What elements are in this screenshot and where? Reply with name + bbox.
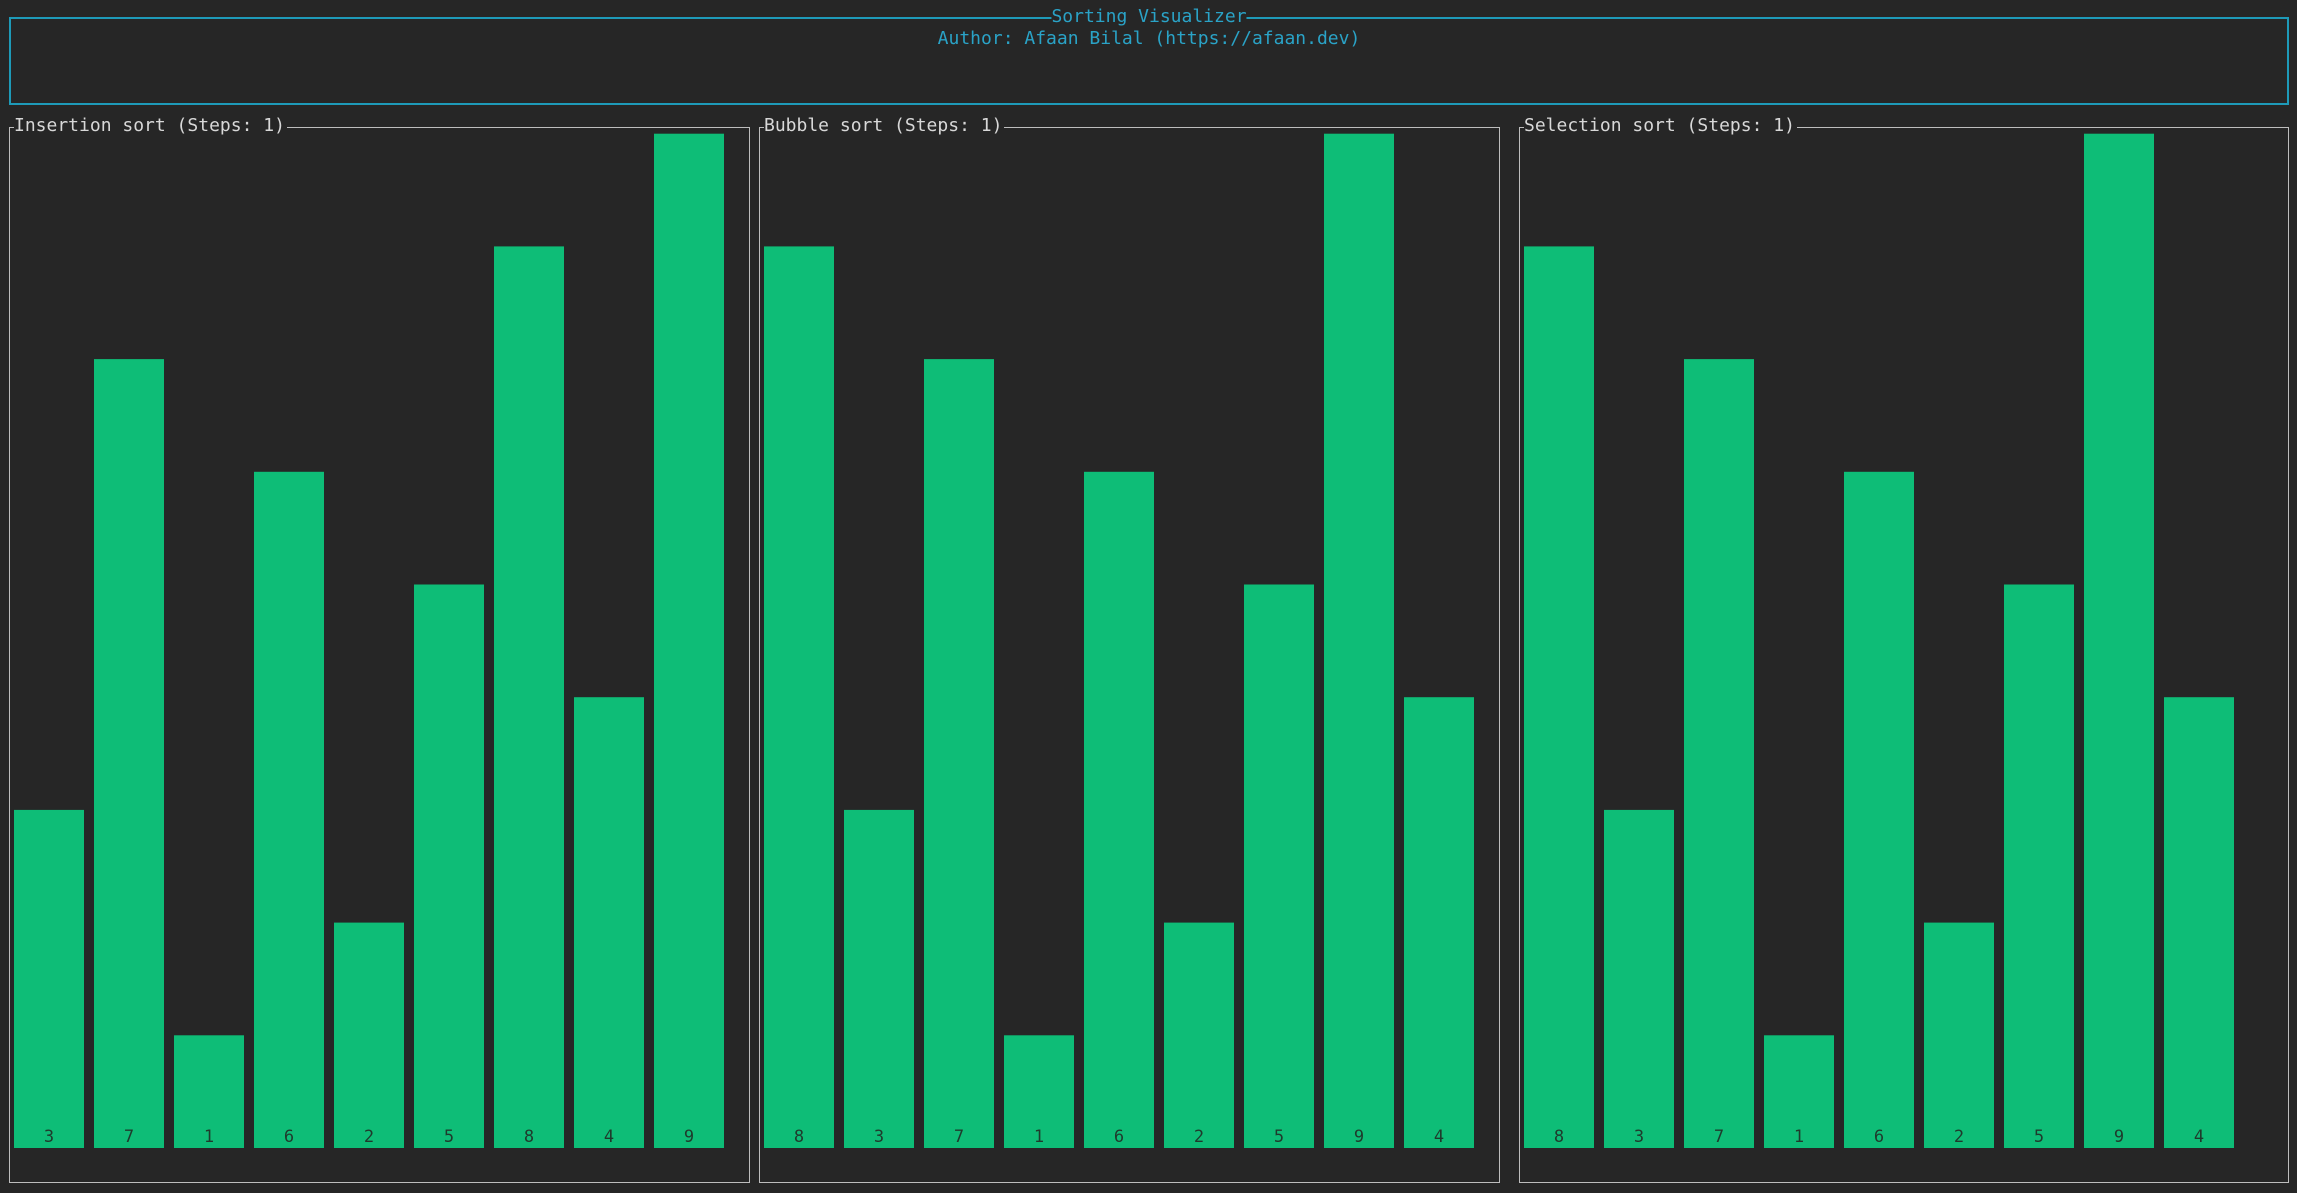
bubble-sort-bar-label-6: 5 [1274,1127,1284,1147]
app-title: Sorting Visualizer [1051,6,1247,28]
bubble-sort-bar-label-2: 7 [954,1127,964,1147]
selection-sort-bar-label-6: 5 [2034,1127,2044,1147]
insertion-sort-bar-label-3: 6 [284,1127,294,1147]
bubble-sort-bar-6 [1244,584,1314,1148]
bubble-sort-bar-label-5: 2 [1194,1127,1204,1147]
bubble-sort-bar-label-1: 3 [874,1127,884,1147]
insertion-sort-bar-label-4: 2 [364,1127,374,1147]
selection-sort-bar-label-0: 8 [1554,1127,1564,1147]
bubble-sort-bar-8 [1404,697,1474,1148]
selection-sort-bar-8 [2164,697,2234,1148]
bubble-sort-bar-label-7: 9 [1354,1127,1364,1147]
selection-sort-title: Selection sort (Steps: 1) [1524,115,1797,137]
bubble-sort-bar-label-0: 8 [794,1127,804,1147]
selection-sort-panel: Selection sort (Steps: 1) 8 3 7 1 6 2 5 9 4 [1519,115,2289,1183]
selection-sort-bar-1 [1604,809,1674,1148]
insertion-sort-title: Insertion sort (Steps: 1) [14,115,287,137]
selection-sort-bar-label-2: 7 [1714,1127,1724,1147]
selection-sort-bar-label-3: 1 [1794,1127,1804,1147]
insertion-sort-bar-label-2: 1 [204,1127,214,1147]
insertion-sort-bar-label-6: 8 [524,1127,534,1147]
author-credit: Author: Afaan Bilal (https://afaan.dev) [937,28,1361,49]
insertion-sort-bar-0 [14,809,84,1148]
selection-sort-bar-3 [1764,1035,1834,1148]
selection-sort-bar-label-4: 6 [1874,1127,1884,1147]
bubble-sort-bar-label-8: 4 [1434,1127,1444,1147]
header-panel: Sorting Visualizer Author: Afaan Bilal (… [9,6,2289,105]
bubble-sort-bar-2 [924,359,994,1149]
selection-sort-bar-label-5: 2 [1954,1127,1964,1147]
insertion-sort-bar-6 [494,246,564,1148]
selection-sort-bar-label-8: 4 [2194,1127,2204,1147]
insertion-sort-bar-label-1: 7 [124,1127,134,1147]
insertion-sort-bar-3 [254,471,324,1148]
bubble-sort-bar-label-4: 6 [1114,1127,1124,1147]
bubble-sort-chart: 8 3 7 1 6 2 5 9 4 [764,133,1474,1149]
bubble-sort-bar-1 [844,809,914,1148]
insertion-sort-bar-1 [94,359,164,1149]
insertion-sort-panel: Insertion sort (Steps: 1) 3 7 1 6 2 5 8 4 9 [9,115,750,1183]
selection-sort-bar-label-1: 3 [1634,1127,1644,1147]
selection-sort-bar-7 [2084,133,2154,1148]
insertion-sort-bar-7 [574,697,644,1148]
insertion-sort-bar-4 [334,922,404,1148]
bubble-sort-bar-0 [764,246,834,1148]
bubble-sort-title: Bubble sort (Steps: 1) [764,115,1005,137]
selection-sort-bar-2 [1684,359,1754,1149]
insertion-sort-bar-2 [174,1035,244,1148]
bubble-sort-bar-3 [1004,1035,1074,1148]
bubble-sort-bar-7 [1324,133,1394,1148]
insertion-sort-bar-label-7: 4 [604,1127,614,1147]
insertion-sort-bar-label-8: 9 [684,1127,694,1147]
selection-sort-bar-4 [1844,471,1914,1148]
insertion-sort-chart: 3 7 1 6 2 5 8 4 9 [14,133,724,1149]
selection-sort-chart: 8 3 7 1 6 2 5 9 4 [1524,133,2234,1149]
insertion-sort-bar-5 [414,584,484,1148]
bubble-sort-bar-5 [1164,922,1234,1148]
insertion-sort-bar-8 [654,133,724,1148]
insertion-sort-bar-label-0: 3 [44,1127,54,1147]
insertion-sort-bar-label-5: 5 [444,1127,454,1147]
selection-sort-bar-5 [1924,922,1994,1148]
bubble-sort-bar-4 [1084,471,1154,1148]
bubble-sort-bar-label-3: 1 [1034,1127,1044,1147]
bubble-sort-panel: Bubble sort (Steps: 1) 8 3 7 1 6 2 5 9 4 [759,115,1500,1183]
selection-sort-bar-label-7: 9 [2114,1127,2124,1147]
selection-sort-bar-0 [1524,246,1594,1148]
selection-sort-bar-6 [2004,584,2074,1148]
